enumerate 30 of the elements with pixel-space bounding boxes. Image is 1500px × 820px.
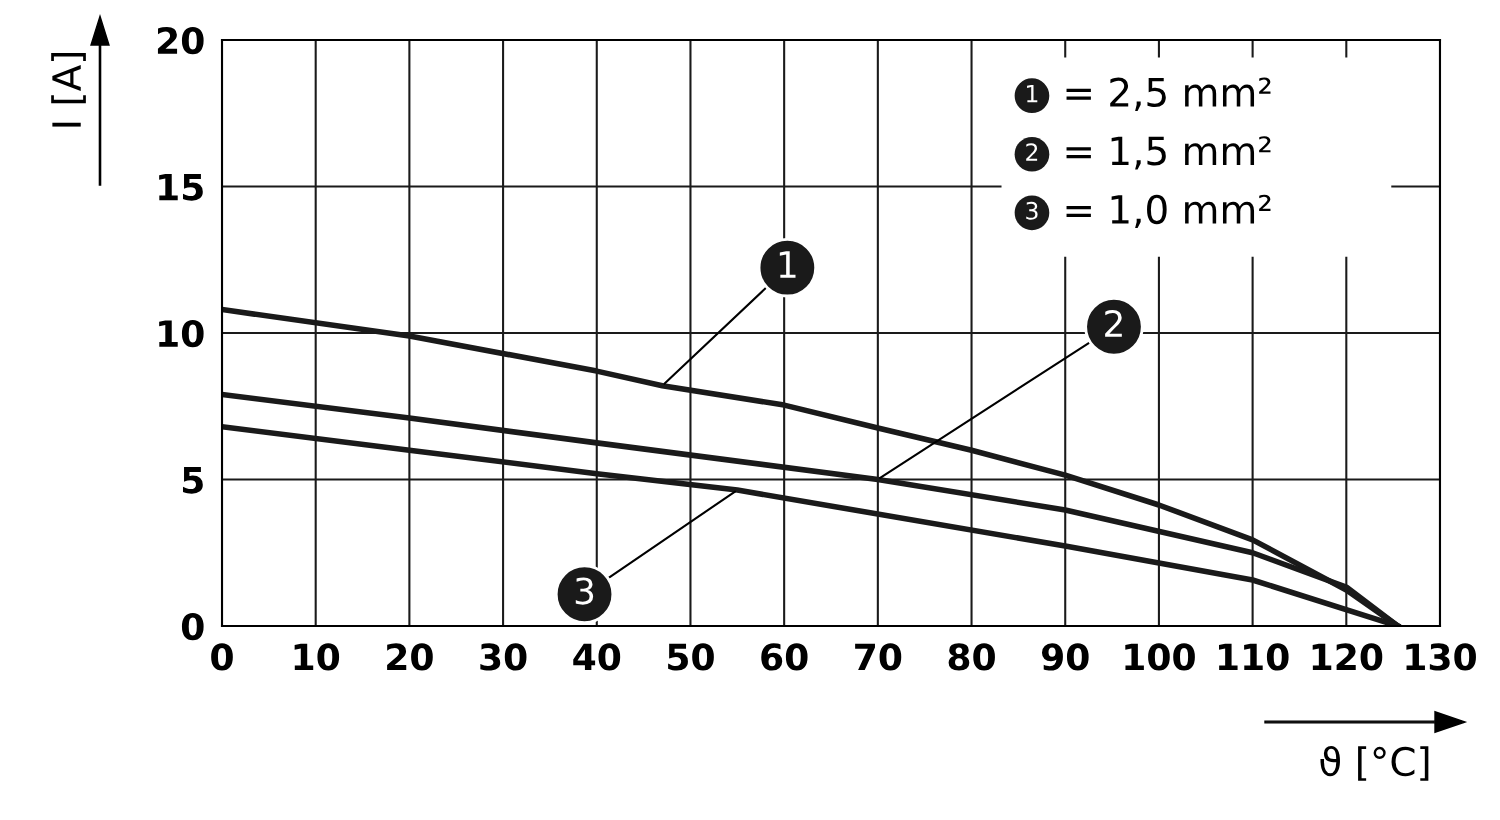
text: 3 xyxy=(1026,201,1038,220)
x-tick-label: 30 xyxy=(480,643,527,671)
y-tick-label: 15 xyxy=(159,173,203,201)
x-tick-label: 90 xyxy=(1041,643,1089,671)
y-tick-label: 20 xyxy=(157,26,204,55)
y-tick-label: 0 xyxy=(181,612,204,641)
x-tick-label: 110 xyxy=(1219,643,1289,671)
x-tick-label: 40 xyxy=(573,643,621,671)
x-tick-label: 0 xyxy=(211,643,233,671)
y-tick-label: 5 xyxy=(183,466,203,494)
y-axis-title: I [A] xyxy=(51,52,86,127)
text: 1 xyxy=(1027,84,1038,103)
x-tick-label: 100 xyxy=(1125,643,1195,671)
annotation: 3 xyxy=(575,577,594,605)
x-tick-label: 50 xyxy=(668,643,714,671)
x-tick-label: 10 xyxy=(294,643,340,671)
y-tick-label: 10 xyxy=(159,319,204,348)
annotation: = 1,5 mm² xyxy=(1066,136,1271,170)
text: 2 xyxy=(1026,143,1038,161)
x-tick-label: 70 xyxy=(855,643,902,671)
annotation: = 1,0 mm² xyxy=(1066,194,1271,229)
annotation: 2 xyxy=(1105,309,1122,337)
annotation: 1 xyxy=(779,251,796,278)
x-tick-label: 80 xyxy=(948,643,995,671)
x-tick-label: 20 xyxy=(387,643,433,671)
x-tick-label: 120 xyxy=(1312,643,1383,671)
annotation: = 2,5 mm² xyxy=(1066,77,1271,111)
x-tick-label: 130 xyxy=(1406,643,1476,671)
x-axis-title: ϑ [°C] xyxy=(1320,745,1429,781)
x-tick-label: 60 xyxy=(761,643,808,671)
